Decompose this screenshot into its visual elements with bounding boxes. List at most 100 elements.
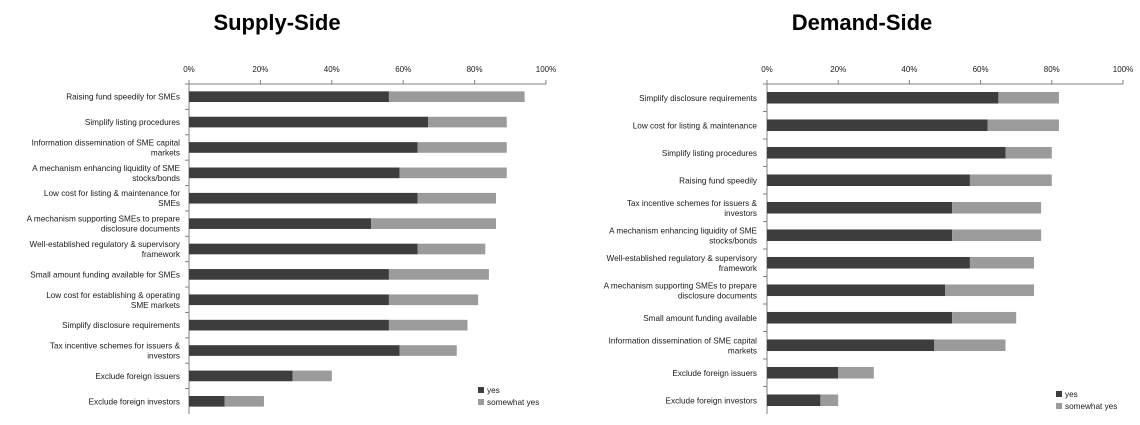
category-label-line: SMEs [158,199,180,208]
category-label-line: Simplify listing procedures [662,149,757,158]
category-label: Well-established regulatory & supervisor… [30,240,181,259]
chart-title: Supply-Side [213,10,340,35]
category-label: Low cost for establishing & operating SME… [46,291,180,310]
legend-swatch [478,399,484,405]
bar-somewhat-yes [388,269,489,280]
x-tick-label: 80% [467,65,483,74]
category-label-line: Low cost for listing & maintenance for [44,189,180,198]
bar-somewhat-yes [952,311,1017,324]
category-label-line: Low cost for establishing & operating [46,291,180,300]
bar-yes [189,370,293,382]
category-label: Small amount funding available for SMEs [30,270,180,279]
legend-label: yes [1065,390,1078,399]
bar-yes [189,243,418,255]
x-tick-label: 40% [324,65,340,74]
category-label-line: investors [147,352,180,361]
bar-somewhat-yes [820,394,839,407]
x-tick-label: 20% [252,65,268,74]
bar-yes [767,311,953,324]
category-label-line: Tax incentive schemes for issuers & [50,342,181,351]
category-label-line: markets [728,346,757,355]
category-label-line: A mechanism supporting SMEs to prepare [604,281,758,290]
bar-yes [767,229,953,242]
chart-panel-2: Demand-Side 0% 20% 40% 60% 80% 100% Simplify di… [604,10,1133,414]
bar-yes [189,218,372,229]
bar-somewhat-yes [998,91,1059,104]
category-label: Information dissemination of SME capital… [609,336,758,355]
category-label: Simplify disclosure requirements [62,321,180,330]
bar-yes [189,142,418,153]
category-label-line: Small amount funding available for SMEs [30,270,180,279]
bar-yes [767,146,1006,159]
bar-somewhat-yes [371,218,497,229]
category-label: Low cost for listing & maintenance for SM… [44,189,180,208]
bar-yes [189,294,389,306]
bar-yes [767,256,970,269]
chart-panel-1: Supply-Side 0% 20% 40% 60% 80% 100% Raising fun… [27,10,556,414]
bar-yes [767,394,821,407]
bar-somewhat-yes [417,142,507,153]
bar-yes [767,366,839,379]
bar-yes [189,91,389,103]
x-tick-label: 80% [1044,65,1060,74]
x-tick-label: 20% [830,65,846,74]
bar-yes [189,395,225,407]
category-label: Tax incentive schemes for issuers & inves… [627,199,758,218]
category-label-line: disclosure documents [678,291,757,300]
bar-somewhat-yes [417,192,497,204]
category-label-line: Raising fund speedily for SMEs [66,93,180,102]
category-label-line: Exclude foreign issuers [672,369,757,378]
bar-yes [767,201,953,214]
category-label: Raising fund speedily [679,176,758,185]
category-label: Exclude foreign investors [89,397,180,406]
category-label: Exclude foreign investors [666,396,757,405]
bar-yes [767,91,999,104]
category-label: Low cost for listing & maintenance [633,121,758,130]
category-label: Tax incentive schemes for issuers & inves… [50,342,181,361]
category-label: Exclude foreign issuers [95,372,180,381]
x-tick-label: 40% [901,65,917,74]
category-label-line: Low cost for listing & maintenance [633,121,758,130]
category-label-line: Exclude foreign investors [666,396,757,405]
category-label: Raising fund speedily for SMEs [66,93,180,102]
category-label-line: disclosure documents [101,225,180,234]
bar-yes [767,339,935,352]
category-label: A mechanism supporting SMEs to prepare di… [604,281,758,300]
category-label-line: Exclude foreign issuers [95,372,180,381]
bar-somewhat-yes [417,243,486,255]
category-label: Well-established regulatory & supervisor… [607,254,758,273]
legend-swatch [478,387,484,393]
category-label-line: stocks/bonds [709,236,757,245]
bar-somewhat-yes [987,119,1059,132]
category-label-line: Tax incentive schemes for issuers & [627,199,758,208]
bar-somewhat-yes [952,201,1042,214]
category-label-line: Simplify disclosure requirements [62,321,180,330]
x-tick-label: 60% [395,65,411,74]
bar-yes [767,174,970,187]
bar-somewhat-yes [399,345,457,356]
category-label-line: markets [151,148,180,157]
x-tick-label: 0% [761,65,773,74]
category-label-line: Information dissemination of SME capital [32,138,181,147]
category-label: Simplify disclosure requirements [639,94,757,103]
category-label-line: Information dissemination of SME capital [609,336,758,345]
bar-somewhat-yes [428,116,507,128]
x-tick-label: 100% [536,65,556,74]
bar-yes [189,167,400,179]
bar-somewhat-yes [945,284,1034,297]
category-label: A mechanism supporting SMEs to prepare di… [27,215,181,234]
category-label: Information dissemination of SME capital… [32,138,181,157]
bar-somewhat-yes [224,395,264,407]
bar-yes [189,345,400,356]
category-label: A mechanism enhancing liquidity of SME st… [32,164,180,183]
category-label: Simplify listing procedures [85,118,180,127]
category-label-line: Exclude foreign investors [89,397,180,406]
x-tick-label: 100% [1113,65,1133,74]
bar-somewhat-yes [388,91,525,103]
category-label-line: A mechanism supporting SMEs to prepare [27,215,181,224]
category-label-line: Well-established regulatory & supervisor… [30,240,181,249]
bar-somewhat-yes [838,366,874,379]
bar-yes [767,284,945,297]
legend-label: somewhat yes [1065,402,1117,411]
